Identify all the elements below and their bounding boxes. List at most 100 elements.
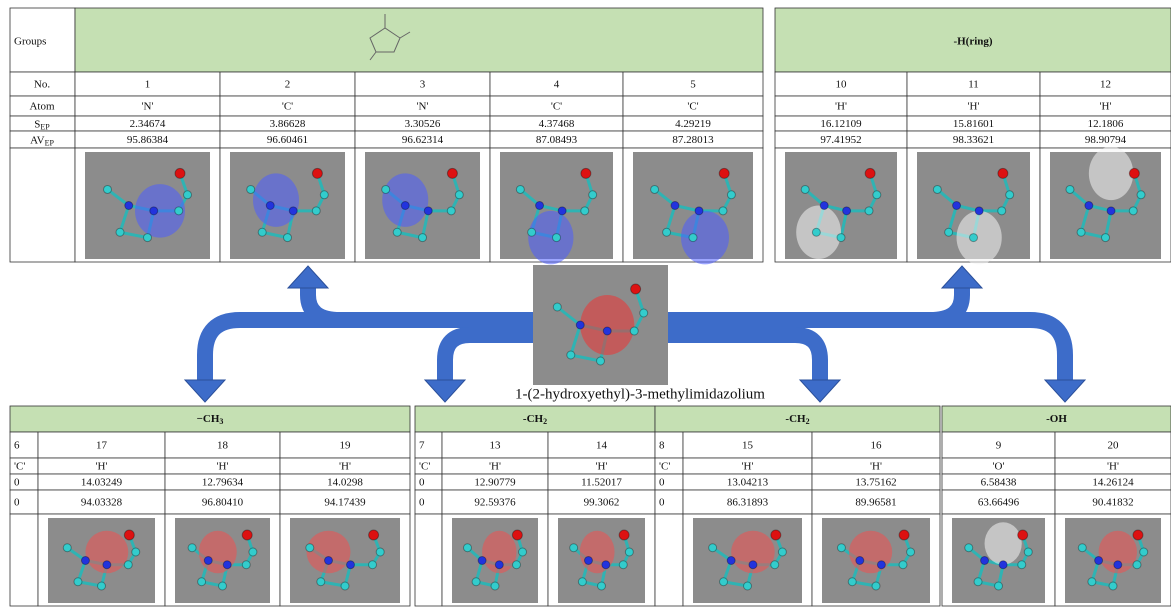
atom <box>719 577 729 587</box>
atom <box>864 206 874 216</box>
molecule-image <box>533 265 668 385</box>
cell <box>9 431 39 459</box>
atom <box>423 206 433 216</box>
table-value: 'H' <box>489 461 501 473</box>
table-value: 94.17439 <box>324 497 366 509</box>
atom <box>222 560 232 570</box>
surface <box>849 530 893 574</box>
surface <box>382 173 429 227</box>
atom <box>97 581 106 591</box>
bond <box>118 205 131 233</box>
bond <box>1080 230 1106 240</box>
table-value: 4.29219 <box>675 118 711 130</box>
table-value: 'H' <box>742 461 754 473</box>
atom <box>518 547 528 557</box>
bond <box>396 230 423 240</box>
atom <box>131 547 141 557</box>
atom <box>569 543 579 553</box>
label-sub: EP <box>40 122 50 131</box>
cell <box>654 513 684 607</box>
atom <box>149 206 159 216</box>
bond <box>674 204 700 213</box>
atom <box>743 581 752 591</box>
atom <box>602 326 612 336</box>
atom <box>73 577 83 587</box>
label-main: AV <box>30 134 45 146</box>
table-value: 12.90779 <box>474 477 516 489</box>
atom <box>1087 577 1097 587</box>
cell <box>1054 489 1171 515</box>
cell <box>414 513 443 607</box>
table-value: 0 <box>659 497 665 509</box>
cell <box>811 431 941 459</box>
atom <box>512 560 521 570</box>
atom <box>80 556 90 565</box>
header-cell <box>74 7 764 73</box>
atom <box>588 190 598 200</box>
atom <box>1139 547 1149 557</box>
atom <box>876 560 886 570</box>
table-value: 13 <box>490 440 502 452</box>
row-label: SEP <box>34 118 50 131</box>
table-value: 4 <box>554 79 560 91</box>
bond <box>947 205 958 233</box>
table-value: 9 <box>996 440 1002 452</box>
atom <box>1128 167 1140 179</box>
cell <box>811 489 941 515</box>
surface <box>1098 530 1138 574</box>
bond <box>1069 188 1090 207</box>
atom <box>283 233 292 243</box>
table-value: 6 <box>14 440 20 452</box>
table-value: 96.62314 <box>402 134 444 146</box>
atom <box>580 206 590 216</box>
table-value: 'C' <box>551 101 562 113</box>
bond <box>119 230 148 240</box>
atom <box>1101 233 1110 243</box>
group-header: -OH <box>1046 413 1067 425</box>
atom <box>305 543 315 553</box>
group-header: −CH3 <box>197 413 224 426</box>
bond <box>839 210 849 238</box>
atom <box>577 577 587 587</box>
table-value: 89.96581 <box>855 497 896 509</box>
cell <box>414 489 443 515</box>
table-value: 11.52017 <box>581 477 622 489</box>
cell <box>279 489 411 515</box>
atom <box>311 167 323 179</box>
atom <box>477 556 487 565</box>
cell <box>682 489 813 515</box>
atom <box>906 547 916 557</box>
header-cell <box>414 405 656 433</box>
table-value: 'N' <box>142 101 154 113</box>
table-value: 'N' <box>417 101 429 113</box>
table-value: 94.03328 <box>81 497 123 509</box>
atom <box>368 529 380 541</box>
atom <box>462 543 472 553</box>
atom <box>1065 184 1075 194</box>
surface <box>528 210 574 265</box>
atom <box>400 201 410 210</box>
header-cell <box>774 7 1171 73</box>
atom <box>994 581 1003 591</box>
atom <box>944 227 954 237</box>
table-value: 14.0298 <box>327 477 363 489</box>
atom <box>688 233 698 243</box>
atom <box>115 227 125 237</box>
atom <box>872 190 882 200</box>
atom <box>777 547 787 557</box>
cell <box>219 71 356 97</box>
atom <box>964 543 974 553</box>
atom <box>998 560 1008 570</box>
atom <box>203 556 213 565</box>
atom <box>597 581 606 591</box>
atom <box>980 556 990 565</box>
molecule-image <box>48 518 155 603</box>
surface <box>681 210 729 265</box>
cell <box>1039 71 1171 97</box>
row-label: Atom <box>29 101 55 113</box>
atom <box>997 206 1007 216</box>
atom <box>618 529 630 541</box>
table-value: 'C' <box>687 101 698 113</box>
atom <box>973 577 983 587</box>
bond <box>421 210 430 238</box>
